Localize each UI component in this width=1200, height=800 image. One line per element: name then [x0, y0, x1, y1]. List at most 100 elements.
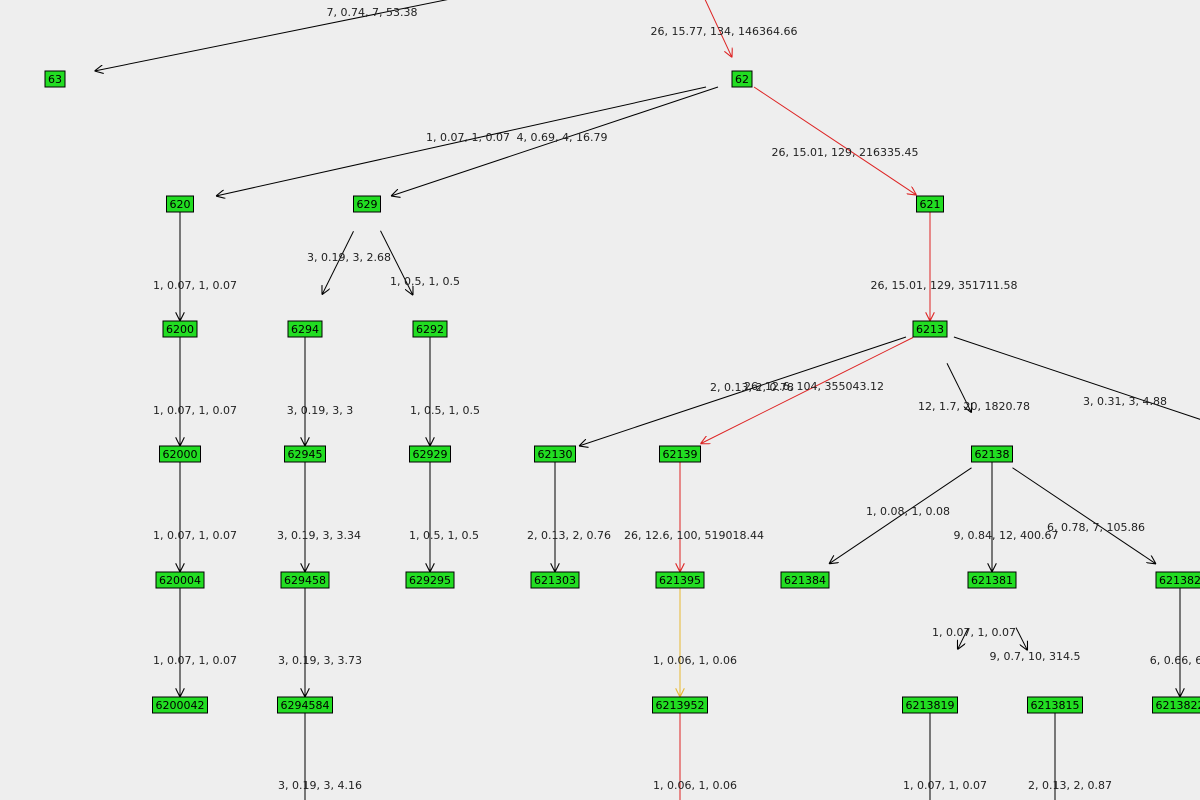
- node-box: [1152, 696, 1200, 714]
- edge-label: 1, 0.07, 1, 0.07: [153, 279, 237, 292]
- edge-top-63[interactable]: [95, 0, 470, 71]
- node-6200042[interactable]: 6200042: [152, 696, 208, 714]
- edge-label: 1, 0.5, 1, 0.5: [409, 529, 479, 542]
- edge-label: 1, 0.06, 1, 0.06: [653, 654, 737, 667]
- edge-label: 2, 0.13, 2, 0.87: [1028, 779, 1112, 792]
- node-62000[interactable]: 62000: [159, 445, 201, 463]
- node-box: [1155, 571, 1200, 589]
- edge-62138-621382[interactable]: [1012, 467, 1157, 564]
- node-box: [353, 195, 381, 213]
- edge-62138-621384[interactable]: [829, 467, 972, 564]
- node-621[interactable]: 621: [916, 195, 944, 213]
- node-62139[interactable]: 62139: [659, 445, 701, 463]
- edge-label: 1, 0.06, 1, 0.06: [653, 779, 737, 792]
- edge-629-6294[interactable]: [322, 230, 354, 295]
- edge-label: 1, 0.08, 1, 0.08: [866, 505, 950, 518]
- edge-621381-6213815[interactable]: [1015, 627, 1028, 651]
- node-label: 62139: [663, 448, 698, 461]
- node-box: [652, 696, 708, 714]
- node-63[interactable]: 63: [44, 70, 66, 88]
- node-label: 62: [735, 73, 749, 86]
- node-label: 6213: [916, 323, 944, 336]
- node-box: [152, 696, 208, 714]
- node-62138[interactable]: 62138: [971, 445, 1013, 463]
- edge-62-629[interactable]: [391, 86, 719, 196]
- node-box: [287, 320, 323, 338]
- node-621384[interactable]: 621384: [780, 571, 830, 589]
- node-box: [284, 445, 326, 463]
- node-label: 63: [48, 73, 62, 86]
- edge-6213-62139[interactable]: [701, 337, 914, 444]
- node-620004[interactable]: 620004: [155, 571, 205, 589]
- node-box: [280, 571, 330, 589]
- edge-6213-62130[interactable]: [579, 336, 907, 446]
- node-label: 62138: [975, 448, 1010, 461]
- node-label: 6213952: [656, 699, 705, 712]
- node-box: [530, 571, 580, 589]
- node-6294584[interactable]: 6294584: [277, 696, 333, 714]
- edge-label: 3, 0.19, 3, 3.34: [277, 529, 361, 542]
- node-62[interactable]: 62: [731, 70, 753, 88]
- edge-label: 1, 0.07, 1, 0.07: [903, 779, 987, 792]
- edge-label: 1, 0.07, 1, 0.07: [153, 404, 237, 417]
- node-label: 6294584: [281, 699, 330, 712]
- node-6213[interactable]: 6213: [912, 320, 948, 338]
- edge-62-621[interactable]: [753, 86, 916, 195]
- edge-label: 3, 0.31, 3, 4.88: [1083, 395, 1167, 408]
- node-label: 629295: [409, 574, 451, 587]
- edge-label: 9, 0.84, 12, 400.67: [954, 529, 1059, 542]
- node-label: 621303: [534, 574, 576, 587]
- edge-top-62[interactable]: [703, 0, 732, 57]
- edge-621381-6213819[interactable]: [958, 628, 969, 649]
- node-62130[interactable]: 62130: [534, 445, 576, 463]
- node-label: 621: [920, 198, 941, 211]
- edge-label: 1, 0.07, 1, 0.07: [426, 131, 510, 144]
- node-620[interactable]: 620: [166, 195, 194, 213]
- node-6213952[interactable]: 6213952: [652, 696, 708, 714]
- node-621303[interactable]: 621303: [530, 571, 580, 589]
- node-label: 620004: [159, 574, 201, 587]
- node-box: [659, 445, 701, 463]
- node-label: 621384: [784, 574, 826, 587]
- edge-label: 3, 0.19, 3, 3.73: [278, 654, 362, 667]
- edge-label: 3, 0.19, 3, 3: [287, 404, 353, 417]
- edge-62-620[interactable]: [216, 86, 707, 196]
- edge-label: 1, 0.5, 1, 0.5: [410, 404, 480, 417]
- edge-629-6292[interactable]: [380, 230, 414, 295]
- node-label: 6200: [166, 323, 194, 336]
- node-6294[interactable]: 6294: [287, 320, 323, 338]
- node-box: [166, 195, 194, 213]
- edge-label: 4, 0.69, 4, 16.79: [517, 131, 608, 144]
- node-6292[interactable]: 6292: [412, 320, 448, 338]
- node-label: 621382: [1159, 574, 1200, 587]
- node-621395[interactable]: 621395: [655, 571, 705, 589]
- node-box: [405, 571, 455, 589]
- edge-6213-right[interactable]: [953, 336, 1200, 421]
- node-629295[interactable]: 629295: [405, 571, 455, 589]
- edge-label: 2, 0.13, 2, 0.78: [710, 381, 794, 394]
- node-62945[interactable]: 62945: [284, 445, 326, 463]
- node-box: [162, 320, 198, 338]
- edge-label: 1, 0.5, 1, 0.5: [390, 275, 460, 288]
- node-6213815[interactable]: 6213815: [1027, 696, 1083, 714]
- node-label: 6200042: [156, 699, 205, 712]
- node-6200[interactable]: 6200: [162, 320, 198, 338]
- node-6213822[interactable]: 6213822: [1152, 696, 1200, 714]
- edge-label: 9, 0.7, 10, 314.5: [990, 650, 1081, 663]
- node-box: [780, 571, 830, 589]
- node-box: [731, 70, 753, 88]
- node-621381[interactable]: 621381: [967, 571, 1017, 589]
- edge-6213-62138[interactable]: [946, 363, 972, 412]
- node-box: [1027, 696, 1083, 714]
- edge-label: 1, 0.07, 1, 0.07: [153, 529, 237, 542]
- edge-label: 26, 12.6, 104, 355043.12: [744, 380, 884, 393]
- node-629458[interactable]: 629458: [280, 571, 330, 589]
- node-62929[interactable]: 62929: [409, 445, 451, 463]
- node-box: [159, 445, 201, 463]
- node-6213819[interactable]: 6213819: [902, 696, 958, 714]
- node-label: 62130: [538, 448, 573, 461]
- node-621382[interactable]: 621382: [1155, 571, 1200, 589]
- node-label: 62929: [413, 448, 448, 461]
- node-629[interactable]: 629: [353, 195, 381, 213]
